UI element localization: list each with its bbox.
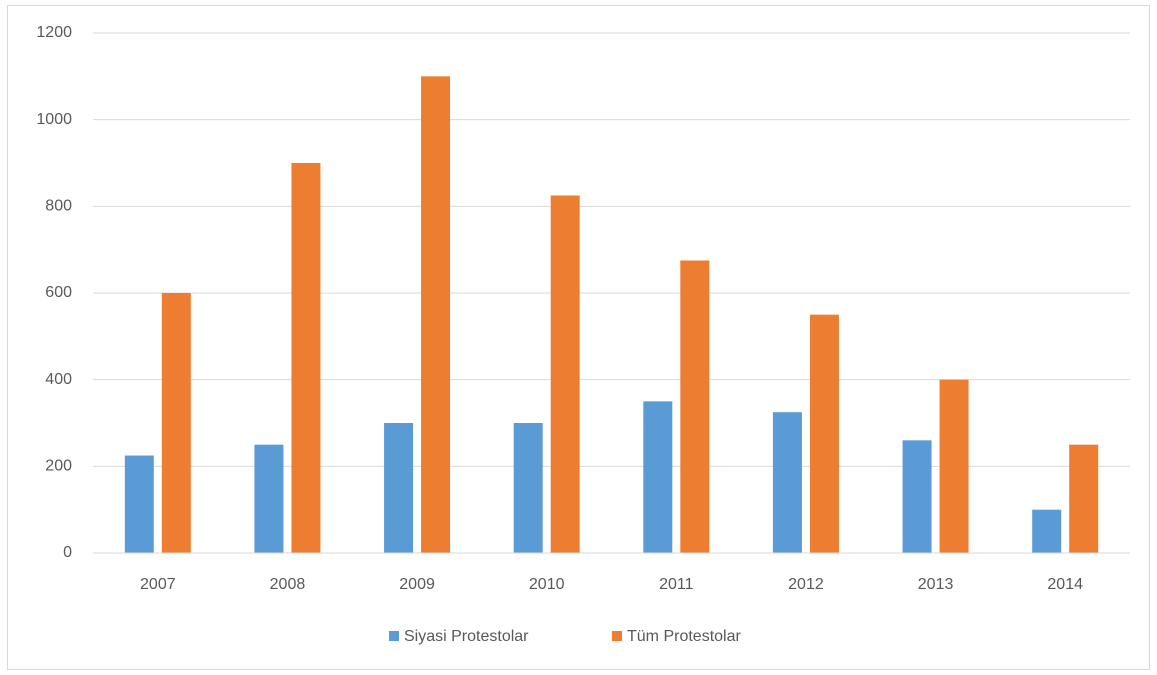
bar (291, 163, 321, 553)
y-tick-label: 200 (45, 458, 72, 475)
legend-swatch (612, 631, 622, 641)
bar (809, 314, 839, 553)
y-tick-label: 400 (45, 371, 72, 388)
legend-label: Tüm Protestolar (627, 628, 741, 645)
y-tick-label: 600 (45, 284, 72, 301)
bar (939, 379, 969, 553)
bar (384, 423, 414, 553)
bar (124, 455, 154, 553)
bar (680, 260, 710, 553)
x-tick-label: 2008 (270, 576, 306, 593)
bar (1032, 509, 1062, 553)
bar (161, 293, 191, 553)
bar (421, 76, 451, 553)
bar (902, 440, 932, 553)
bar (254, 444, 284, 553)
y-tick-label: 800 (45, 198, 72, 215)
bar (772, 412, 802, 553)
y-tick-label: 1000 (36, 111, 72, 128)
chart-border (7, 5, 1150, 670)
x-tick-label: 2007 (140, 576, 176, 593)
x-tick-label: 2014 (1047, 576, 1083, 593)
bar (513, 423, 543, 553)
x-tick-label: 2011 (659, 576, 694, 593)
legend-swatch (389, 631, 399, 641)
bar (550, 195, 580, 553)
x-tick-label: 2012 (788, 576, 824, 593)
y-tick-label: 1200 (36, 24, 72, 41)
bar (643, 401, 673, 553)
x-tick-label: 2013 (918, 576, 954, 593)
x-tick-label: 2009 (399, 576, 435, 593)
y-tick-label: 0 (63, 544, 72, 561)
legend-label: Siyasi Protestolar (404, 628, 529, 645)
x-tick-label: 2010 (529, 576, 565, 593)
bar (1069, 444, 1099, 553)
